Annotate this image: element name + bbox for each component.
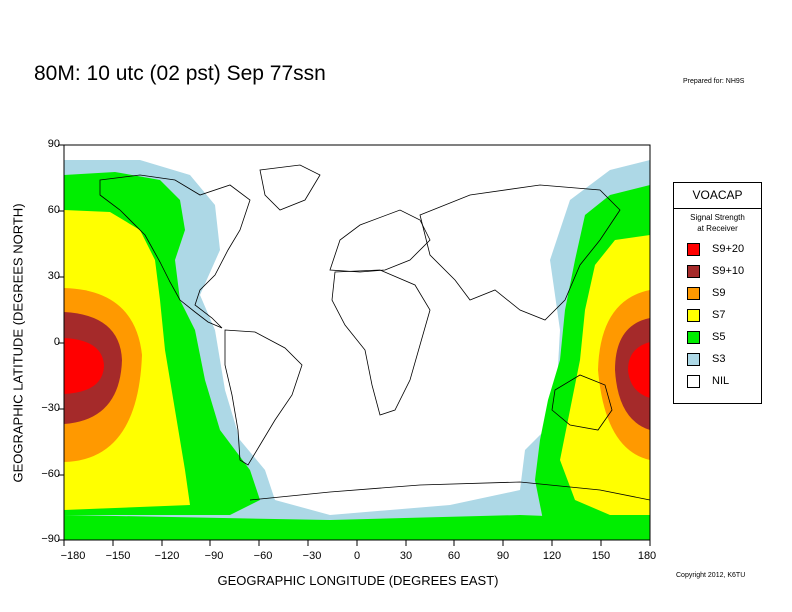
coverage-s5-south xyxy=(64,515,650,540)
x-tick-label: −60 xyxy=(253,550,273,562)
x-tick-label: −90 xyxy=(204,550,224,562)
y-tick-label: 30 xyxy=(47,270,60,282)
legend-swatch xyxy=(687,352,700,366)
legend-label: NIL xyxy=(712,375,730,387)
x-axis-label: GEOGRAPHIC LONGITUDE (DEGREES EAST) xyxy=(217,573,499,588)
legend-item: S9 xyxy=(687,282,761,304)
legend-label: S9+10 xyxy=(712,265,745,277)
x-tick-label: 60 xyxy=(447,550,461,562)
legend-title: VOACAP xyxy=(674,183,761,209)
legend-label: S7 xyxy=(712,309,726,321)
asia-outline xyxy=(419,184,621,321)
x-tick-label: 120 xyxy=(542,550,562,562)
x-tick-label: 90 xyxy=(496,550,510,562)
australia-outline xyxy=(551,374,613,431)
y-tick-label: −60 xyxy=(41,468,60,480)
prepared-for-note: Prepared for: NH9S xyxy=(683,78,745,85)
x-tick-label: −120 xyxy=(154,550,180,562)
north-america-outline xyxy=(99,174,251,329)
coverage-s9plus20-east xyxy=(628,342,650,398)
legend-subtitle: Signal Strength at Receiver xyxy=(690,213,745,233)
y-tick-label: −30 xyxy=(41,402,60,414)
x-tick-label: −150 xyxy=(105,550,131,562)
y-tick-label: −90 xyxy=(41,533,60,545)
map-title: 80M: 10 utc (02 pst) Sep 77ssn xyxy=(34,62,326,85)
antarctica-outline xyxy=(249,481,650,501)
greenland-outline xyxy=(259,164,321,211)
x-tick-label: 180 xyxy=(637,550,657,562)
x-tick-label: 0 xyxy=(353,550,361,562)
europe-outline xyxy=(329,209,431,273)
legend-item: S5 xyxy=(687,326,761,348)
y-tick-label: 60 xyxy=(47,204,60,216)
axis-ticks xyxy=(58,144,651,546)
legend-item: S7 xyxy=(687,304,761,326)
legend-swatch xyxy=(687,242,700,256)
legend-swatch xyxy=(687,286,700,300)
africa-outline xyxy=(331,269,431,416)
y-axis-label: GEOGRAPHIC LATITUDE (DEGREES NORTH) xyxy=(10,203,26,483)
legend-swatch xyxy=(687,330,700,344)
legend-item: S9+10 xyxy=(687,260,761,282)
legend-item: NIL xyxy=(687,370,761,392)
x-tick-label: 30 xyxy=(399,550,413,562)
legend-swatch xyxy=(687,264,700,278)
copyright-note: Copyright 2012, K6TU xyxy=(676,572,746,579)
x-tick-label: −30 xyxy=(302,550,322,562)
legend-label: S9+20 xyxy=(712,243,745,255)
legend-swatch xyxy=(687,308,700,322)
legend-swatch xyxy=(687,374,700,388)
x-tick-label: −180 xyxy=(60,550,86,562)
coverage-s9plus20-west xyxy=(64,338,104,394)
south-america-outline xyxy=(224,329,303,466)
legend-label: S3 xyxy=(712,353,726,365)
y-tick-label: 0 xyxy=(53,336,60,348)
legend-label: S5 xyxy=(712,331,726,343)
legend-item: S9+20 xyxy=(687,238,761,260)
continent-outlines xyxy=(99,164,650,501)
legend-item: S3 xyxy=(687,348,761,370)
x-tick-label: 150 xyxy=(591,550,611,562)
legend-label: S9 xyxy=(712,287,726,299)
signal-legend: VOACAP Signal Strength at Receiver S9+20… xyxy=(673,182,762,404)
y-tick-label: 90 xyxy=(47,138,60,150)
